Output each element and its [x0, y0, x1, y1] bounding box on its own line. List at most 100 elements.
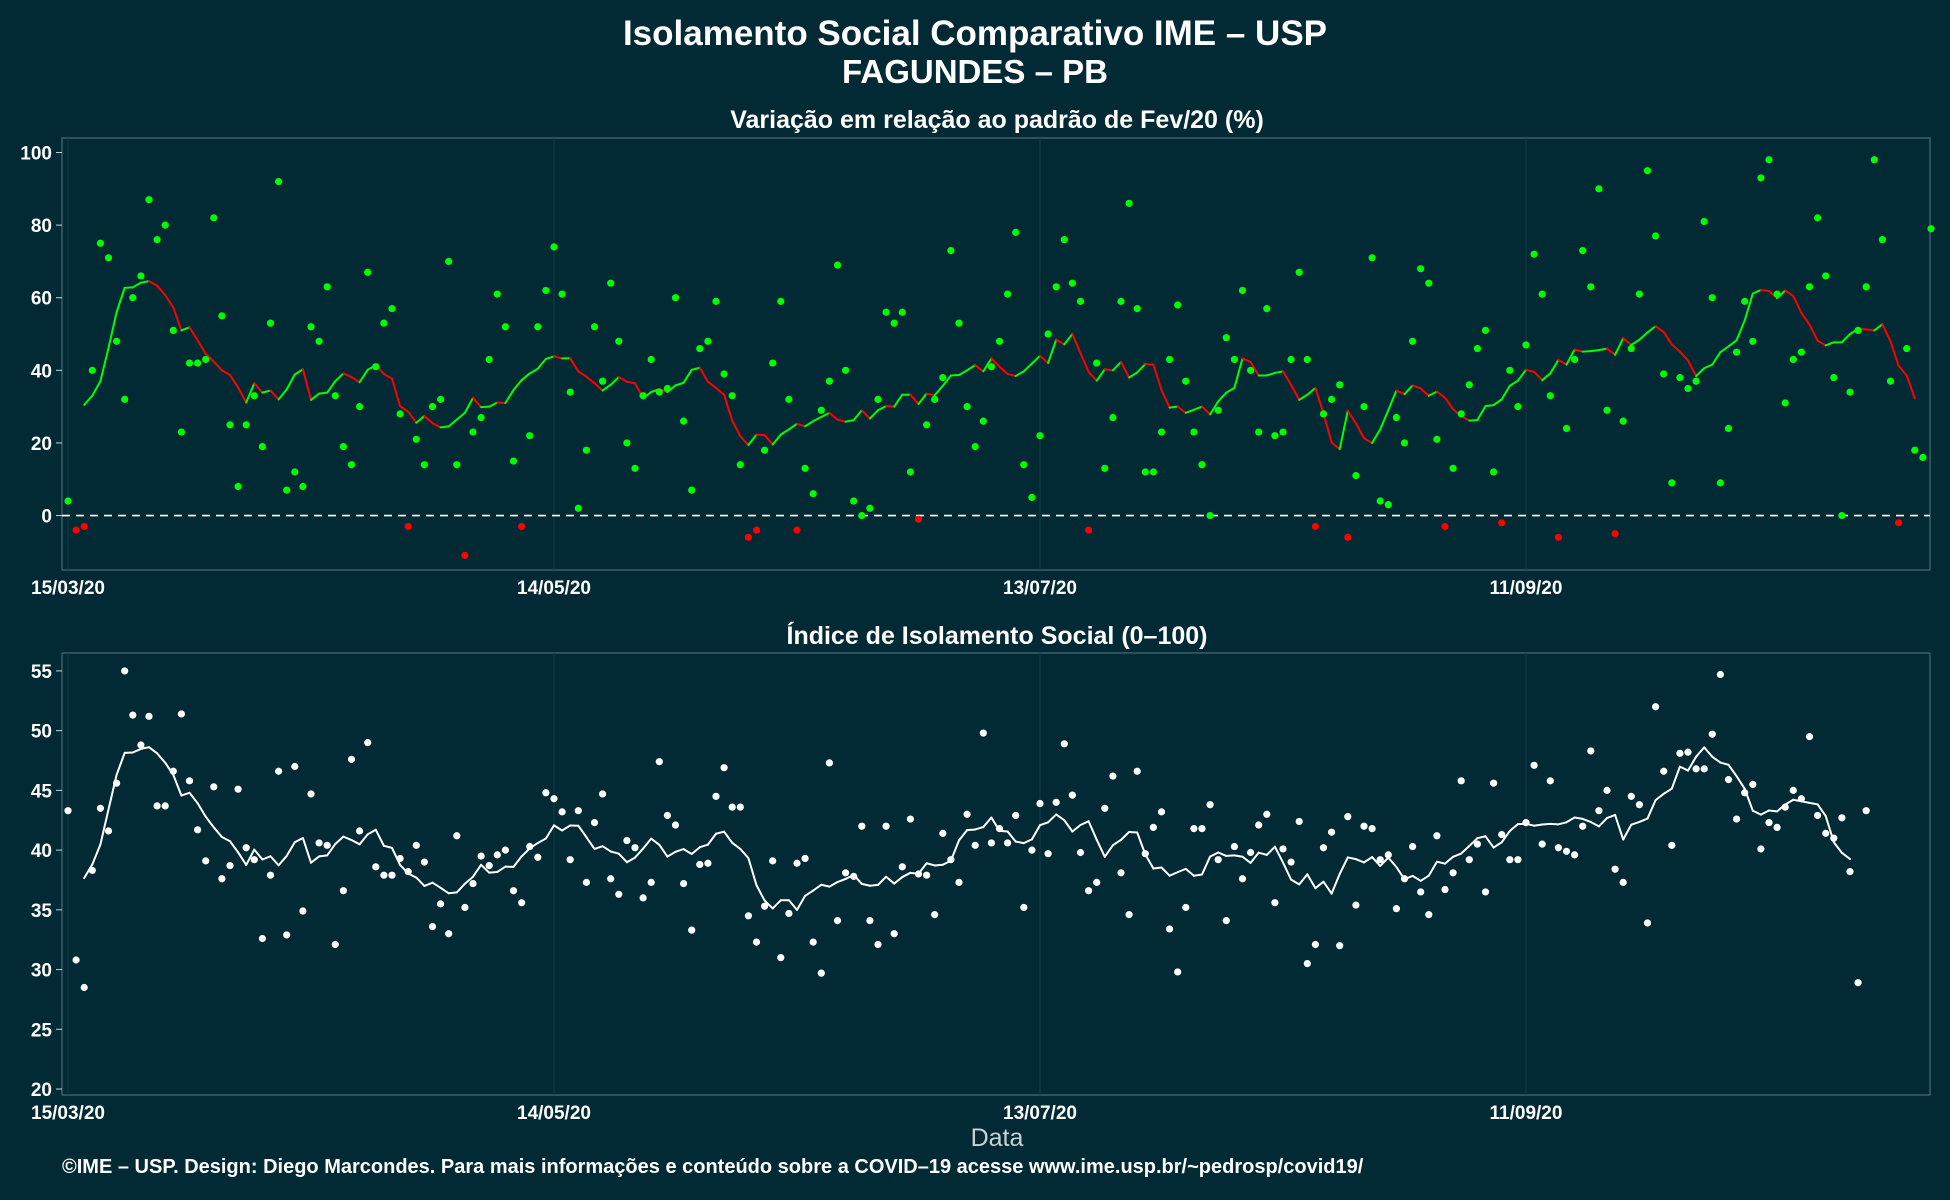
moving-average-segment — [1241, 357, 1252, 364]
data-point — [1676, 749, 1684, 757]
data-point — [485, 862, 493, 870]
data-point — [1733, 348, 1741, 356]
data-point — [323, 841, 331, 849]
moving-average-segment — [415, 414, 426, 424]
moving-average-segment — [455, 882, 466, 894]
moving-average-segment — [723, 393, 734, 422]
y-tick-label: 20 — [31, 1080, 52, 1101]
moving-average-segment — [763, 434, 774, 446]
moving-average-segment — [115, 751, 126, 776]
moving-average-segment — [1435, 860, 1446, 865]
moving-average-segment — [1079, 352, 1090, 373]
moving-average-segment — [982, 357, 993, 373]
data-point — [307, 323, 315, 331]
data-point — [752, 526, 761, 534]
data-point — [1012, 228, 1020, 236]
x-tick-label: 15/03/20 — [31, 578, 105, 599]
moving-average-segment — [1873, 323, 1884, 332]
moving-average-segment — [917, 392, 928, 406]
moving-average-segment — [1630, 820, 1641, 826]
moving-average-segment — [1209, 851, 1220, 858]
moving-average-segment — [1030, 354, 1041, 365]
data-point — [728, 392, 736, 400]
data-point — [258, 442, 266, 451]
moving-average-segment — [277, 388, 288, 401]
moving-average-segment — [1808, 323, 1819, 342]
data-point — [1076, 848, 1085, 857]
data-point — [1117, 869, 1125, 877]
data-point — [1473, 840, 1481, 848]
data-point — [1571, 851, 1579, 859]
data-point — [1368, 254, 1376, 262]
data-point — [169, 767, 177, 775]
moving-average-segment — [1427, 860, 1438, 877]
data-point — [1336, 381, 1344, 389]
moving-average-segment — [188, 791, 199, 805]
moving-average-segment — [229, 840, 240, 854]
data-point — [1757, 845, 1765, 853]
moving-average-segment — [1282, 861, 1293, 881]
moving-average-segment — [399, 405, 410, 413]
moving-average-segment — [1476, 405, 1487, 422]
moving-average-segment — [1354, 422, 1365, 440]
moving-average-segment — [1492, 841, 1503, 849]
moving-average-segment — [666, 850, 677, 858]
data-point — [1862, 807, 1870, 815]
data-point — [963, 810, 971, 818]
moving-average-segment — [1217, 851, 1228, 857]
data-point — [469, 428, 477, 436]
moving-average-segment — [941, 374, 952, 387]
data-point — [1060, 740, 1068, 748]
data-point — [420, 461, 428, 469]
data-point — [145, 196, 153, 204]
moving-average-segment — [1160, 389, 1171, 409]
moving-average-segment — [812, 883, 823, 892]
moving-average-segment — [1338, 856, 1349, 875]
moving-average-segment — [237, 386, 248, 404]
data-point — [663, 811, 672, 820]
moving-average-segment — [885, 405, 896, 408]
data-point — [1360, 403, 1368, 411]
moving-average-segment — [131, 747, 142, 754]
data-point — [1433, 435, 1441, 443]
moving-average-segment — [974, 364, 985, 373]
moving-average-segment — [1152, 363, 1163, 392]
moving-average-segment — [828, 411, 839, 421]
y-tick-label: 25 — [31, 1020, 53, 1041]
moving-average-segment — [1225, 854, 1236, 857]
moving-average-segment — [1646, 799, 1657, 820]
moving-average-segment — [990, 357, 1001, 368]
moving-average-segment — [1759, 809, 1770, 816]
data-point — [113, 779, 121, 787]
data-point — [104, 254, 113, 262]
data-point — [1797, 348, 1805, 356]
data-point — [283, 486, 291, 494]
data-point — [898, 308, 906, 316]
moving-average-segment — [1533, 823, 1544, 827]
data-point — [388, 305, 396, 313]
moving-average-segment — [374, 828, 385, 847]
moving-average-segment — [1233, 357, 1244, 389]
data-point — [785, 395, 793, 403]
data-point — [1652, 232, 1660, 240]
data-point — [712, 297, 720, 305]
data-point — [1311, 522, 1319, 531]
data-point — [1344, 813, 1352, 821]
moving-average-segment — [1695, 746, 1706, 758]
data-point — [1303, 959, 1311, 968]
data-point — [412, 841, 420, 849]
panel1-gridlines — [67, 138, 1527, 570]
moving-average-segment — [512, 855, 523, 868]
data-point — [380, 319, 388, 327]
panel2-gridlines — [67, 653, 1527, 1095]
data-point — [1449, 464, 1457, 472]
data-point — [1749, 337, 1757, 345]
moving-average-segment — [1678, 765, 1689, 772]
moving-average-segment — [1047, 813, 1058, 824]
data-point — [428, 922, 437, 931]
moving-average-segment — [1379, 409, 1390, 431]
moving-average-segment — [949, 374, 960, 377]
data-point — [1238, 875, 1247, 883]
data-point — [526, 842, 534, 851]
data-point — [1303, 355, 1311, 364]
